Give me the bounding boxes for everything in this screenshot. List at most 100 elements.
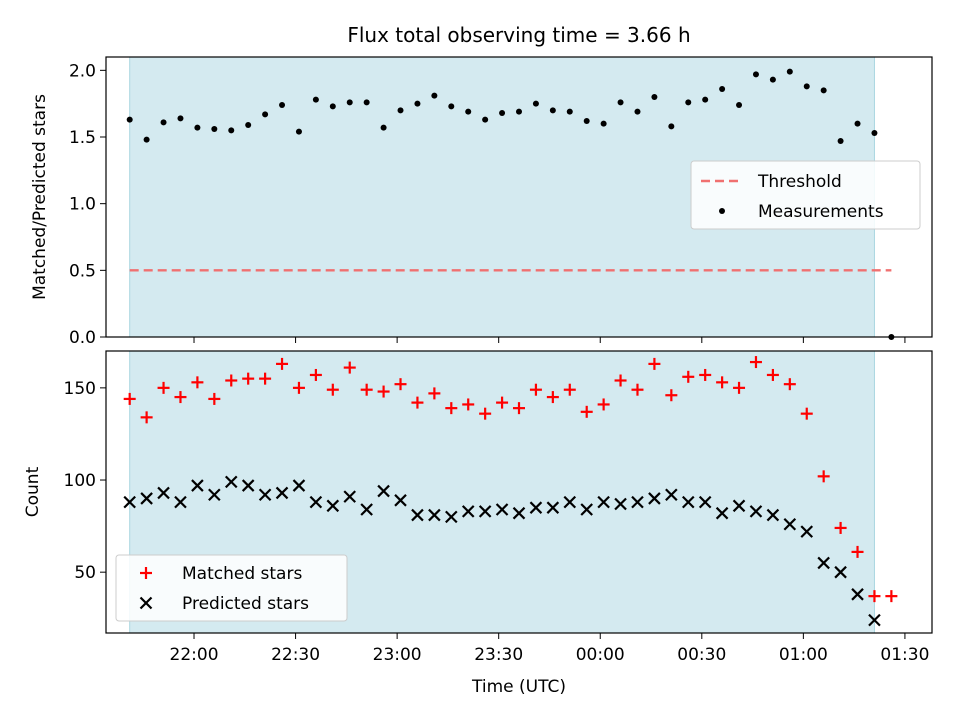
y-tick-label: 50 bbox=[74, 563, 96, 583]
y-tick-label: 100 bbox=[64, 471, 96, 491]
matched-star-point bbox=[597, 398, 610, 411]
predicted-star-point bbox=[377, 484, 390, 498]
measurement-point bbox=[820, 87, 827, 94]
legend-predicted-label: Predicted stars bbox=[182, 594, 309, 614]
predicted-star-point bbox=[546, 501, 560, 514]
matched-star-point bbox=[377, 385, 390, 398]
predicted-star-point bbox=[140, 492, 153, 505]
measurement-point bbox=[719, 86, 726, 92]
measurement-point bbox=[803, 83, 810, 90]
matched-star-point bbox=[462, 398, 475, 411]
predicted-star-point bbox=[208, 488, 221, 502]
matched-star-point bbox=[123, 392, 136, 405]
matched-star-point bbox=[208, 392, 221, 405]
predicted-star-point bbox=[715, 506, 729, 520]
legend-matched-swatch bbox=[140, 567, 152, 579]
figure-title: Flux total observing time = 3.66 h bbox=[347, 23, 690, 47]
matched-star-point bbox=[648, 357, 661, 370]
measurement-point bbox=[363, 99, 370, 106]
y-tick-label: 1.5 bbox=[69, 128, 96, 148]
measurement-point bbox=[245, 122, 252, 128]
predicted-star-point bbox=[766, 508, 780, 522]
y-tick-label: 2.0 bbox=[69, 61, 96, 81]
measurement-point bbox=[482, 116, 489, 123]
matched-star-point bbox=[411, 396, 424, 409]
measurement-point bbox=[143, 136, 150, 143]
matched-star-point bbox=[834, 521, 847, 534]
predicted-star-point bbox=[224, 475, 238, 489]
matched-star-point bbox=[766, 368, 779, 381]
measurement-point bbox=[177, 115, 184, 122]
top-y-ticks: 0.0 0.5 1.0 1.5 2.0 bbox=[69, 61, 106, 348]
measurement-point bbox=[329, 103, 336, 110]
measurement-point bbox=[211, 126, 218, 132]
legend-measurements-swatch bbox=[719, 208, 725, 214]
matched-star-point bbox=[631, 383, 644, 396]
matched-star-point bbox=[749, 356, 762, 369]
matched-star-point bbox=[428, 387, 441, 400]
legend-box bbox=[115, 554, 348, 622]
top-y-axis-label: Matched/Predicted stars bbox=[30, 94, 50, 300]
bottom-y-ticks: 50 100 150 bbox=[64, 379, 106, 583]
predicted-star-point bbox=[495, 503, 509, 516]
matched-star-point bbox=[580, 405, 593, 418]
bottom-legend: Matched stars Predicted stars bbox=[115, 554, 348, 622]
legend-predicted-swatch bbox=[139, 596, 153, 610]
matched-star-point bbox=[479, 407, 492, 420]
predicted-star-point bbox=[445, 510, 458, 524]
top-axes-frame bbox=[105, 56, 933, 338]
matched-star-point bbox=[614, 374, 627, 387]
predicted-star-point bbox=[461, 505, 475, 518]
matched-star-point bbox=[733, 381, 746, 394]
x-axis-label: Time (UTC) bbox=[471, 677, 566, 697]
matched-star-point bbox=[259, 372, 272, 385]
measurement-point bbox=[600, 120, 607, 127]
measurement-point bbox=[160, 119, 167, 126]
matched-star-point bbox=[343, 361, 356, 374]
predicted-star-point bbox=[191, 479, 204, 492]
predicted-star-point bbox=[580, 503, 593, 516]
measurement-point bbox=[702, 96, 709, 103]
matched-star-point bbox=[140, 411, 153, 424]
matched-star-point bbox=[665, 389, 678, 402]
predicted-star-point bbox=[326, 499, 340, 513]
x-tick-label: 23:00 bbox=[373, 645, 422, 665]
measurement-point bbox=[549, 107, 556, 114]
matched-star-point bbox=[445, 402, 458, 415]
predicted-star-point bbox=[174, 495, 187, 509]
matched-star-point bbox=[309, 368, 322, 381]
x-tick-label: 22:30 bbox=[271, 645, 320, 665]
matched-star-point bbox=[292, 381, 305, 394]
measurement-point bbox=[837, 138, 844, 144]
matched-star-point bbox=[529, 383, 542, 396]
bottom-x-ticks: 22:00 22:30 23:00 23:30 00:00 00:30 01:00 01:30 bbox=[170, 633, 929, 665]
predicted-star-point bbox=[428, 508, 441, 522]
predicted-star-point bbox=[665, 488, 678, 502]
predicted-star-point bbox=[529, 501, 543, 514]
predicted-star-point bbox=[631, 495, 644, 509]
predicted-star-point bbox=[343, 490, 357, 503]
matched-star-point bbox=[682, 370, 695, 383]
measurement-point bbox=[380, 124, 387, 131]
matched-star-point bbox=[157, 381, 170, 394]
measurement-point bbox=[736, 102, 743, 108]
top-panel: 0.00.51.01.52.0 Matched/Predicted stars … bbox=[30, 56, 933, 348]
matched-star-point bbox=[496, 396, 509, 409]
matched-star-point bbox=[885, 590, 898, 603]
predicted-star-point bbox=[157, 486, 170, 500]
bottom-panel: 50 100 150 22:00 22:30 23:00 23:30 00:00 00:30 0… bbox=[23, 350, 933, 697]
x-tick-label: 00:30 bbox=[677, 645, 726, 665]
predicted-star-point bbox=[614, 497, 627, 511]
x-tick-label: 01:00 bbox=[779, 645, 828, 665]
measurement-point bbox=[854, 120, 861, 127]
measurement-point bbox=[414, 100, 421, 107]
measurement-point bbox=[786, 68, 793, 75]
matched-star-point bbox=[326, 383, 339, 396]
bottom-axes-frame bbox=[105, 350, 933, 634]
measurement-point bbox=[262, 111, 269, 118]
legend-measurements-label: Measurements bbox=[758, 202, 884, 222]
predicted-star-point bbox=[258, 488, 272, 502]
matched-star-point bbox=[174, 391, 187, 404]
predicted-star-point bbox=[394, 494, 407, 507]
